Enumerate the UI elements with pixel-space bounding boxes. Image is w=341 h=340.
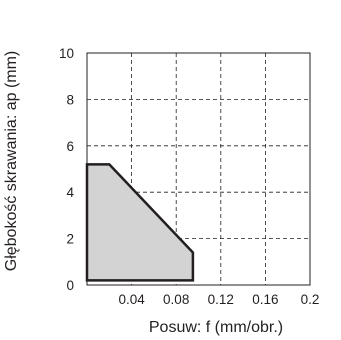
grid-lines (87, 53, 310, 285)
x-tick-label: 0.12 (208, 292, 234, 307)
x-tick-label: 0.08 (163, 292, 189, 307)
x-tick-label: 0.04 (118, 292, 145, 307)
y-tick-label: 4 (66, 185, 74, 200)
y-axis-tick-labels: 0 2 4 6 8 10 (59, 46, 75, 293)
y-tick-label: 6 (66, 139, 74, 154)
plot-frame (86, 52, 311, 286)
y-tick-label: 0 (66, 278, 74, 293)
x-axis-tick-labels: 0.04 0.08 0.12 0.16 0.2 (118, 292, 319, 307)
x-axis-title: Posuw: f (mm/obr.) (149, 319, 283, 336)
y-tick-label: 10 (59, 46, 74, 61)
y-tick-label: 2 (66, 232, 74, 247)
y-axis-title: Głębokość skrawania: ap (mm) (3, 51, 20, 272)
x-tick-label: 0.2 (301, 292, 320, 307)
x-tick-label: 0.16 (252, 292, 278, 307)
y-tick-label: 8 (66, 92, 74, 107)
